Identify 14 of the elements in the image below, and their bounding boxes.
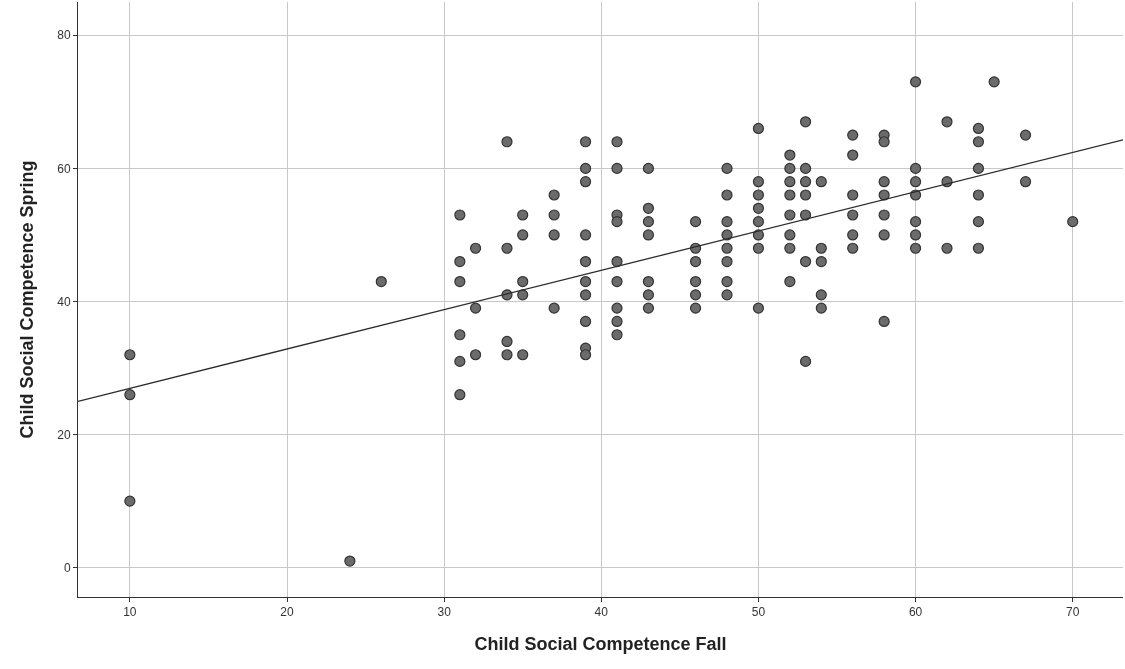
y-axis-title: Child Social Competence Spring bbox=[17, 160, 38, 439]
y-tick-label: 80 bbox=[57, 28, 71, 43]
x-tick-label: 40 bbox=[594, 605, 609, 620]
x-tick-label: 30 bbox=[437, 605, 452, 620]
x-tick-label: 10 bbox=[123, 605, 137, 620]
y-tick-label: 40 bbox=[57, 294, 71, 309]
x-tick-label: 20 bbox=[280, 605, 294, 620]
y-tick-label: 60 bbox=[57, 161, 71, 176]
x-axis-title: Child Social Competence Fall bbox=[474, 633, 727, 654]
x-tick-label: 60 bbox=[908, 605, 923, 620]
y-tick-label: 20 bbox=[57, 427, 71, 442]
x-tick-label: 70 bbox=[1066, 605, 1080, 620]
y-tick-label: 0 bbox=[63, 560, 71, 575]
x-tick-label: 50 bbox=[751, 605, 766, 620]
